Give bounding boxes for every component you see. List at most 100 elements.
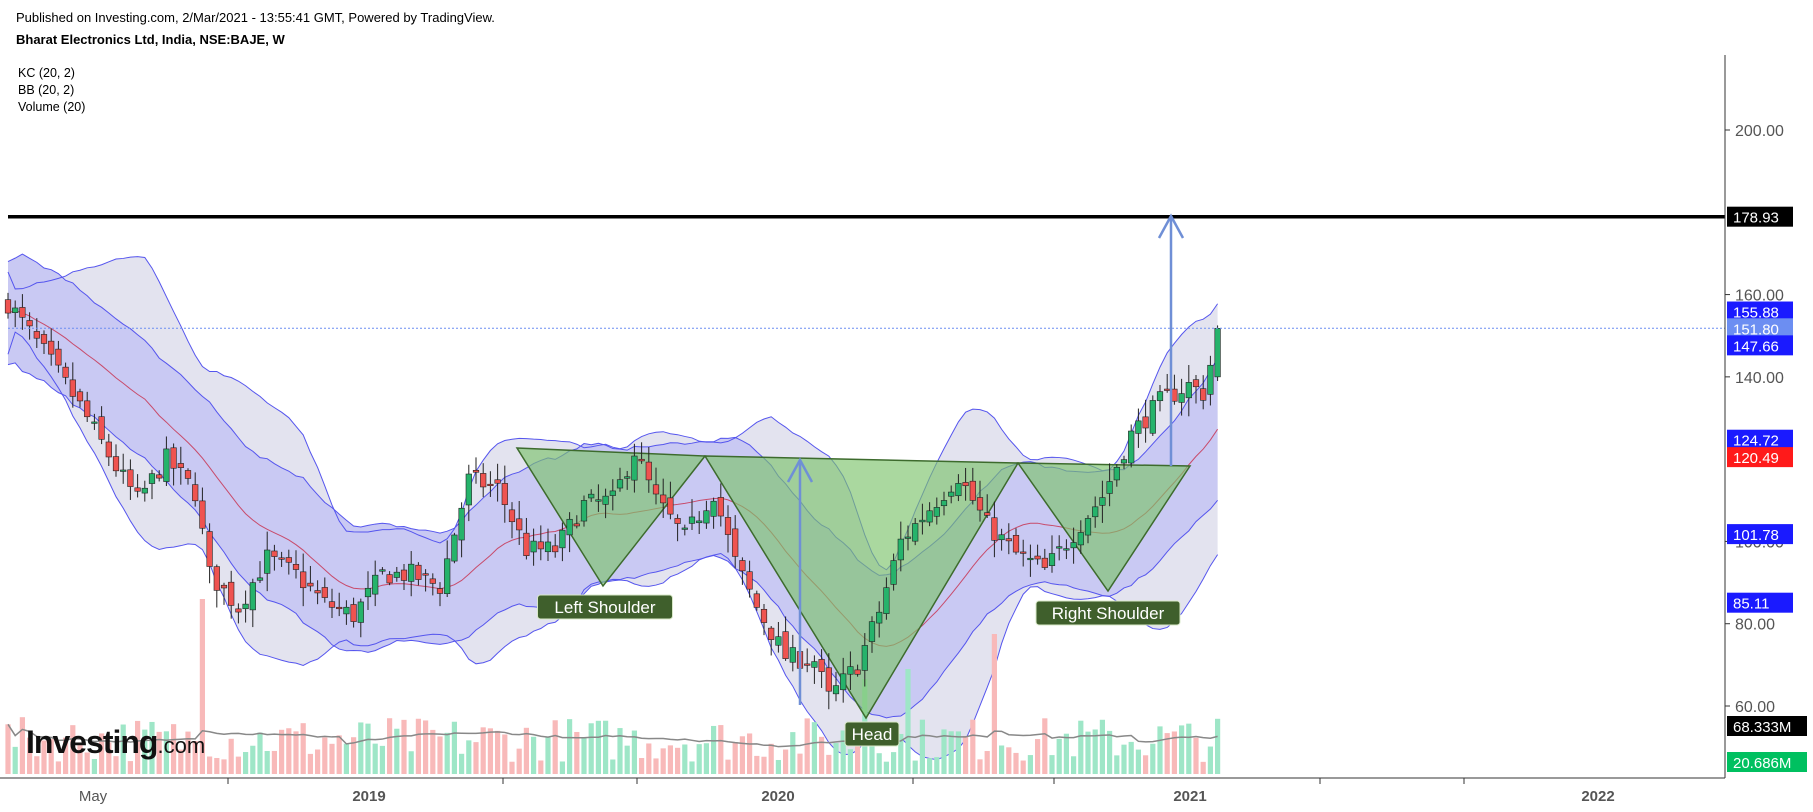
candle-body (4, 299, 12, 314)
volume-badge-bg (1727, 752, 1807, 772)
volume-bar (495, 730, 501, 774)
candle-body (710, 500, 717, 517)
price-badge-text: 147.66 (1733, 338, 1779, 355)
candle-body (487, 483, 494, 487)
volume-bar (912, 760, 918, 774)
candle-body (206, 531, 213, 567)
price-badge[interactable]: 155.88 (1727, 301, 1793, 322)
volume-bar (970, 719, 976, 774)
volume-bar (826, 754, 832, 774)
candle-body (1106, 481, 1113, 494)
volume-bar (1143, 755, 1149, 774)
candle-body (933, 507, 940, 517)
volume-bar (545, 737, 551, 774)
candle-body (393, 571, 400, 578)
candle-body (782, 631, 789, 659)
candle-body (868, 621, 876, 642)
candle-body (753, 593, 760, 608)
head-triangle[interactable] (703, 455, 1020, 720)
candle-body (667, 497, 674, 515)
volume-bar (811, 722, 817, 774)
volume-bar (1013, 752, 1019, 774)
volume-badge[interactable]: 20.686M (1727, 752, 1807, 772)
candle-body (1012, 535, 1020, 553)
candle-body (1178, 393, 1185, 403)
indicator-bb-label[interactable]: BB (20, 2) (18, 83, 75, 97)
price-tick-label: 160.00 (1735, 288, 1784, 305)
price-badge[interactable]: 101.78 (1727, 524, 1793, 545)
head-label[interactable]: Head (844, 721, 900, 747)
volume-bar (1042, 718, 1048, 774)
volume-bar (581, 737, 587, 774)
volume-bar (423, 720, 429, 774)
price-badge-bg (1727, 301, 1793, 322)
volume-bar (876, 753, 882, 774)
price-badge-bg (1727, 335, 1793, 356)
volume-bar (185, 731, 191, 774)
candle-body (422, 573, 429, 576)
candle-body (242, 603, 249, 610)
volume-bar (1193, 737, 1199, 774)
label-text: Right Shoulder (1052, 604, 1165, 623)
left-shoulder-triangle[interactable] (515, 447, 707, 588)
volume-bar (855, 742, 861, 774)
price-badge-bg (1727, 318, 1793, 339)
volume-bar (1207, 746, 1213, 774)
volume-ma-line (7, 723, 1218, 748)
volume-bar (451, 721, 457, 774)
volume-bar (948, 731, 954, 774)
label-box (537, 594, 673, 620)
candle-body (580, 500, 588, 522)
price-badge[interactable]: 147.66 (1727, 335, 1793, 356)
indicator-kc-label[interactable]: KC (20, 2) (18, 66, 75, 80)
head-depth-arrow[interactable] (786, 457, 814, 705)
price-badge[interactable]: 151.80 (1727, 318, 1793, 339)
right-shoulder-label[interactable]: Right Shoulder (1035, 600, 1181, 626)
target-projection-arrow[interactable] (1157, 213, 1185, 466)
volume-bar (480, 727, 486, 774)
candle-body (530, 540, 537, 553)
price-badge[interactable]: 120.49 (1727, 447, 1793, 468)
volume-bar (509, 761, 515, 774)
candle-body (213, 566, 220, 591)
price-tick-label: 80.00 (1735, 617, 1775, 634)
candle-body (516, 518, 523, 531)
volume-bar (307, 753, 313, 774)
candle-body (19, 307, 26, 318)
price-badge[interactable]: 85.11 (1727, 592, 1793, 613)
right-shoulder-triangle[interactable] (1016, 462, 1192, 593)
bollinger-upper-line (7, 256, 1219, 571)
volume-bar (631, 730, 637, 774)
volume-bar (819, 736, 825, 774)
candle-body (1135, 420, 1142, 434)
candle-body (789, 647, 796, 663)
candle-body (1027, 557, 1034, 561)
overlay-layer: Left Shoulder Head Right Shoulder (8, 213, 1725, 747)
volume-bar (984, 751, 990, 774)
indicator-volume-label[interactable]: Volume (20) (18, 100, 86, 114)
left-shoulder-label[interactable]: Left Shoulder (537, 594, 673, 620)
candle-body (1005, 538, 1012, 542)
volume-bar (365, 723, 371, 774)
volume-bar (415, 718, 421, 774)
candle-body (1200, 388, 1207, 401)
price-badge[interactable]: 124.72 (1727, 429, 1793, 450)
volume-badge[interactable]: 68.333M (1727, 716, 1807, 736)
volume-bar (1128, 741, 1134, 774)
candle-body (285, 557, 292, 563)
time-tick-label: 2021 (1173, 788, 1206, 805)
price-badge[interactable]: 178.93 (1727, 206, 1793, 227)
candle-body (350, 604, 357, 622)
candle-body (156, 474, 163, 479)
label-box (1035, 600, 1181, 626)
candle-body (926, 510, 933, 523)
candle-body (415, 564, 422, 580)
pattern-layer (515, 447, 1192, 720)
candle-body (523, 532, 530, 556)
volume-bar (1085, 731, 1091, 774)
label-text: Left Shoulder (554, 598, 655, 617)
volume-bar (106, 742, 112, 774)
candles-layer (4, 292, 1221, 710)
